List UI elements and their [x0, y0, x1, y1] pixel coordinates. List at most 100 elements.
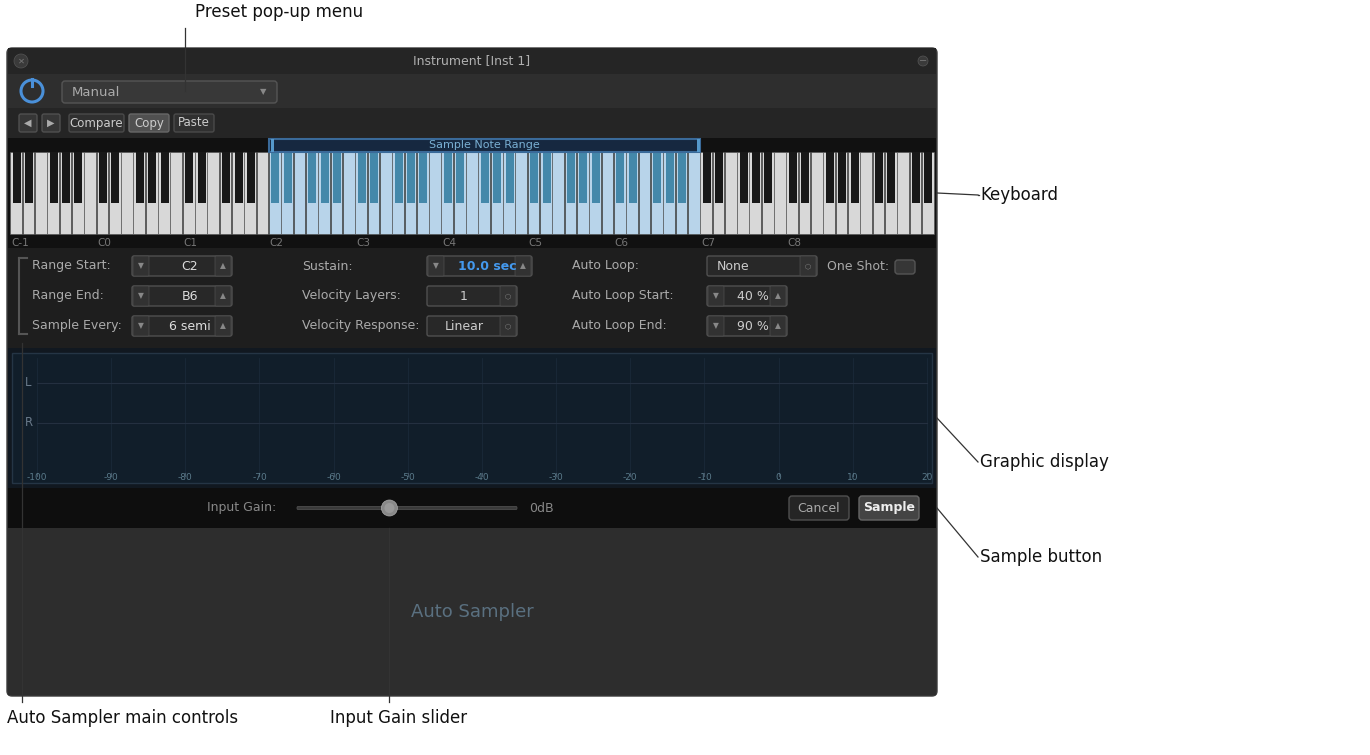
Bar: [407, 152, 415, 203]
Bar: [185, 152, 193, 203]
Circle shape: [385, 503, 395, 513]
Bar: [444, 152, 452, 203]
Text: Auto Loop Start:: Auto Loop Start:: [573, 289, 674, 303]
Text: C-1: C-1: [11, 238, 29, 248]
Text: Copy: Copy: [134, 116, 164, 130]
Text: Instrument [Inst 1]: Instrument [Inst 1]: [414, 54, 530, 67]
Text: 0dB: 0dB: [529, 501, 553, 514]
Bar: [23, 152, 34, 234]
Bar: [564, 152, 577, 234]
FancyBboxPatch shape: [708, 316, 723, 336]
Text: Auto Sampler: Auto Sampler: [411, 603, 533, 621]
Bar: [629, 152, 637, 203]
Bar: [490, 152, 503, 234]
Text: C0: C0: [97, 238, 111, 248]
Bar: [395, 152, 403, 203]
Bar: [752, 152, 760, 203]
Text: -20: -20: [623, 473, 637, 482]
Bar: [910, 152, 922, 234]
Bar: [589, 152, 601, 234]
Bar: [416, 152, 429, 234]
FancyBboxPatch shape: [132, 286, 232, 306]
Text: Auto Sampler main controls: Auto Sampler main controls: [7, 709, 238, 727]
Bar: [62, 152, 70, 203]
FancyBboxPatch shape: [770, 316, 786, 336]
Bar: [148, 152, 156, 203]
Bar: [318, 152, 330, 234]
Bar: [404, 152, 416, 234]
Bar: [8, 108, 936, 138]
Bar: [527, 152, 540, 234]
Bar: [873, 152, 885, 234]
Text: ▼: ▼: [138, 322, 144, 331]
FancyBboxPatch shape: [427, 256, 444, 276]
Bar: [860, 152, 873, 234]
Bar: [367, 152, 379, 234]
Text: Cancel: Cancel: [797, 501, 840, 514]
FancyBboxPatch shape: [132, 316, 232, 336]
Bar: [592, 152, 600, 203]
Bar: [145, 152, 158, 234]
Text: Keyboard: Keyboard: [980, 186, 1058, 204]
Text: ▶: ▶: [47, 118, 55, 128]
Bar: [96, 152, 108, 234]
FancyBboxPatch shape: [500, 286, 516, 306]
Bar: [506, 152, 514, 203]
Bar: [108, 152, 121, 234]
Bar: [71, 152, 84, 234]
FancyBboxPatch shape: [19, 114, 37, 132]
Text: ⬡: ⬡: [806, 263, 811, 269]
Text: ▼: ▼: [260, 88, 266, 97]
Bar: [333, 152, 341, 203]
Bar: [478, 152, 490, 234]
Bar: [99, 152, 107, 203]
Bar: [25, 152, 33, 203]
Bar: [749, 152, 762, 234]
Text: C6: C6: [615, 238, 629, 248]
Bar: [158, 152, 170, 234]
Text: 0: 0: [775, 473, 781, 482]
Bar: [219, 152, 232, 234]
Text: 40 %: 40 %: [737, 289, 769, 303]
Bar: [737, 152, 749, 234]
Bar: [441, 152, 453, 234]
Bar: [453, 152, 466, 234]
Bar: [922, 152, 934, 234]
Bar: [429, 152, 441, 234]
Text: ◀: ◀: [25, 118, 32, 128]
Bar: [8, 48, 936, 74]
FancyBboxPatch shape: [895, 260, 915, 274]
Text: ▲: ▲: [521, 261, 526, 270]
Bar: [234, 152, 242, 203]
Text: 20: 20: [921, 473, 933, 482]
Bar: [703, 152, 711, 203]
Bar: [697, 139, 700, 152]
Bar: [466, 152, 478, 234]
Text: Preset pop-up menu: Preset pop-up menu: [195, 3, 363, 21]
Bar: [653, 152, 662, 203]
Bar: [601, 152, 614, 234]
FancyBboxPatch shape: [133, 256, 149, 276]
Bar: [725, 152, 737, 234]
Bar: [358, 152, 366, 203]
Text: -30: -30: [549, 473, 563, 482]
Text: Input Gain:: Input Gain:: [207, 501, 277, 514]
FancyBboxPatch shape: [297, 507, 516, 510]
Text: 90 %: 90 %: [737, 319, 769, 332]
Text: ▼: ▼: [433, 261, 438, 270]
Bar: [651, 152, 663, 234]
Text: 6 semi: 6 semi: [169, 319, 211, 332]
Text: C8: C8: [788, 238, 801, 248]
Bar: [515, 152, 527, 234]
Bar: [789, 152, 797, 203]
Bar: [530, 152, 538, 203]
Bar: [170, 152, 182, 234]
Bar: [84, 152, 96, 234]
Bar: [577, 152, 589, 234]
FancyBboxPatch shape: [215, 256, 232, 276]
Text: Manual: Manual: [73, 85, 121, 98]
Bar: [580, 152, 588, 203]
Bar: [8, 528, 936, 695]
Bar: [888, 152, 896, 203]
Bar: [774, 152, 786, 234]
